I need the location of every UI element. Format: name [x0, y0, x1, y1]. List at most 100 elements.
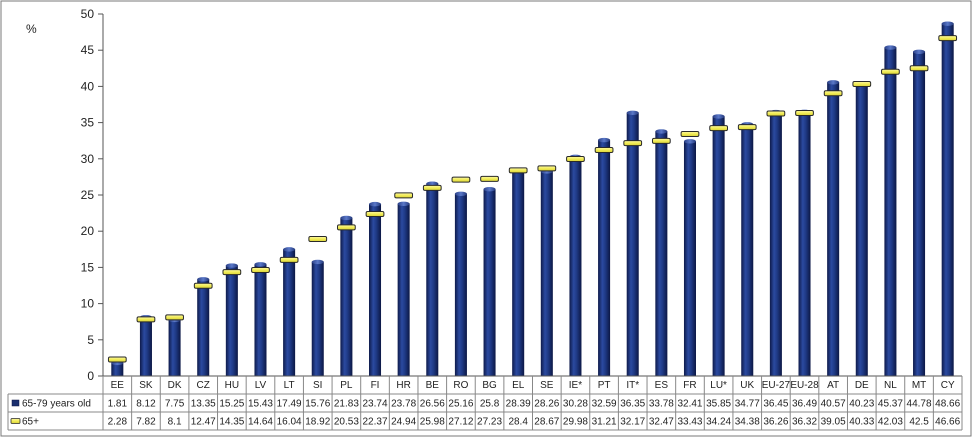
bar-65-79 [111, 362, 124, 376]
data-label-65-79: 25.8 [480, 399, 500, 410]
data-label-65-79: 45.37 [878, 399, 903, 410]
marker-65-plus [938, 35, 958, 42]
data-label-65-plus: 39.05 [821, 417, 846, 428]
bar-top-cap [827, 80, 840, 85]
x-category-label: FR [683, 380, 696, 391]
marker-65-plus [394, 192, 414, 199]
marker-65-plus [451, 176, 471, 183]
data-label-65-plus: 20.53 [334, 417, 359, 428]
marker-65-plus [308, 236, 328, 243]
marker-65-plus [737, 124, 757, 131]
bar-65-79 [683, 141, 696, 376]
bar-top-cap [311, 259, 324, 265]
x-category-label: EL [512, 380, 525, 391]
data-label-65-79: 36.49 [792, 399, 817, 410]
bar-top-cap [397, 201, 410, 207]
data-label-65-79: 30.28 [563, 399, 588, 410]
data-label-65-plus: 32.17 [620, 417, 645, 428]
marker-65-plus [365, 211, 385, 218]
legend-key-65-79 [11, 399, 20, 407]
bar-top-cap [941, 21, 954, 26]
data-label-65-plus: 22.37 [363, 417, 388, 428]
y-axis-unit-label: % [26, 22, 37, 36]
bar-65-79 [168, 319, 181, 376]
bar-65-79 [512, 170, 525, 376]
data-label-65-79: 1.81 [108, 399, 128, 410]
x-category-label: CZ [197, 380, 210, 391]
data-label-65-79: 32.59 [592, 399, 617, 410]
bar-65-79 [283, 249, 296, 376]
data-label-65-plus: 42.03 [878, 417, 903, 428]
bar-65-79 [712, 116, 725, 377]
bar-65-79 [769, 112, 782, 377]
data-label-65-79: 40.57 [821, 399, 846, 410]
data-label-65-plus: 33.43 [677, 417, 702, 428]
x-category-label: BG [482, 380, 497, 391]
y-tick-label: 20 [81, 224, 95, 238]
marker-65-plus [107, 356, 127, 363]
data-label-65-79: 28.39 [506, 399, 531, 410]
data-label-65-plus: 34.24 [706, 417, 731, 428]
y-tick-label: 40 [81, 79, 95, 93]
bar-top-cap [197, 277, 210, 282]
data-label-65-plus: 27.12 [448, 417, 473, 428]
bar-65-79 [139, 317, 152, 376]
y-tick-label: 45 [81, 43, 95, 57]
data-label-65-plus: 34.38 [735, 417, 760, 428]
data-label-65-plus: 16.04 [277, 417, 302, 428]
marker-65-plus [680, 130, 700, 137]
bar-top-cap [426, 181, 439, 186]
x-category-label: DE [855, 380, 869, 391]
bar-top-cap [598, 137, 611, 143]
data-label-65-79: 44.78 [907, 399, 932, 410]
marker-65-plus [222, 269, 242, 276]
marker-65-plus [795, 110, 814, 117]
bar-65-79 [569, 156, 582, 376]
marker-65-plus [566, 155, 585, 162]
y-tick-label: 10 [81, 297, 95, 311]
data-label-65-79: 7.75 [165, 399, 185, 410]
x-category-label: EU-28 [790, 380, 819, 391]
y-tick-label: 30 [81, 152, 95, 166]
data-label-65-79: 32.41 [677, 399, 702, 410]
marker-65-plus [709, 125, 728, 132]
data-label-65-79: 15.43 [248, 399, 273, 410]
x-category-label: EU-27 [762, 380, 791, 391]
bar-65-79 [225, 265, 238, 376]
x-category-label: ES [655, 380, 669, 391]
y-tick-label: 35 [81, 116, 95, 130]
y-tick-label: 15 [81, 260, 95, 274]
bar-top-cap [655, 129, 668, 134]
y-tick-label: 0 [87, 369, 94, 383]
marker-65-plus [823, 90, 843, 97]
data-label-65-plus: 27.23 [477, 417, 502, 428]
marker-65-plus [537, 165, 557, 172]
bar-top-cap [483, 187, 496, 192]
bar-65-79 [540, 171, 553, 376]
x-category-label: PL [340, 380, 353, 391]
bar-top-cap [254, 262, 267, 267]
marker-65-plus [136, 316, 156, 323]
data-label-65-79: 15.76 [305, 399, 330, 410]
bar-65-79 [369, 204, 382, 376]
marker-65-plus [594, 147, 614, 154]
bar-65-79 [483, 189, 496, 376]
x-category-label: IE* [569, 380, 582, 391]
x-category-label: SE [540, 380, 554, 391]
y-tick-label: 50 [81, 7, 95, 21]
data-label-65-79: 25.16 [448, 399, 473, 410]
bar-65-79 [884, 47, 897, 376]
bar-65-79 [254, 264, 267, 376]
data-label-65-plus: 36.26 [763, 417, 788, 428]
legend-label-65-79: 65-79 years old [22, 399, 91, 410]
data-label-65-79: 48.66 [935, 399, 960, 410]
x-category-label: HU [225, 380, 239, 391]
y-tick-label: 25 [81, 188, 95, 202]
data-label-65-plus: 40.33 [849, 417, 874, 428]
x-category-label: UK [740, 380, 754, 391]
data-label-65-79: 26.56 [420, 399, 445, 410]
data-label-65-plus: 36.32 [792, 417, 817, 428]
data-label-65-plus: 14.35 [219, 417, 244, 428]
marker-65-plus [852, 81, 872, 88]
